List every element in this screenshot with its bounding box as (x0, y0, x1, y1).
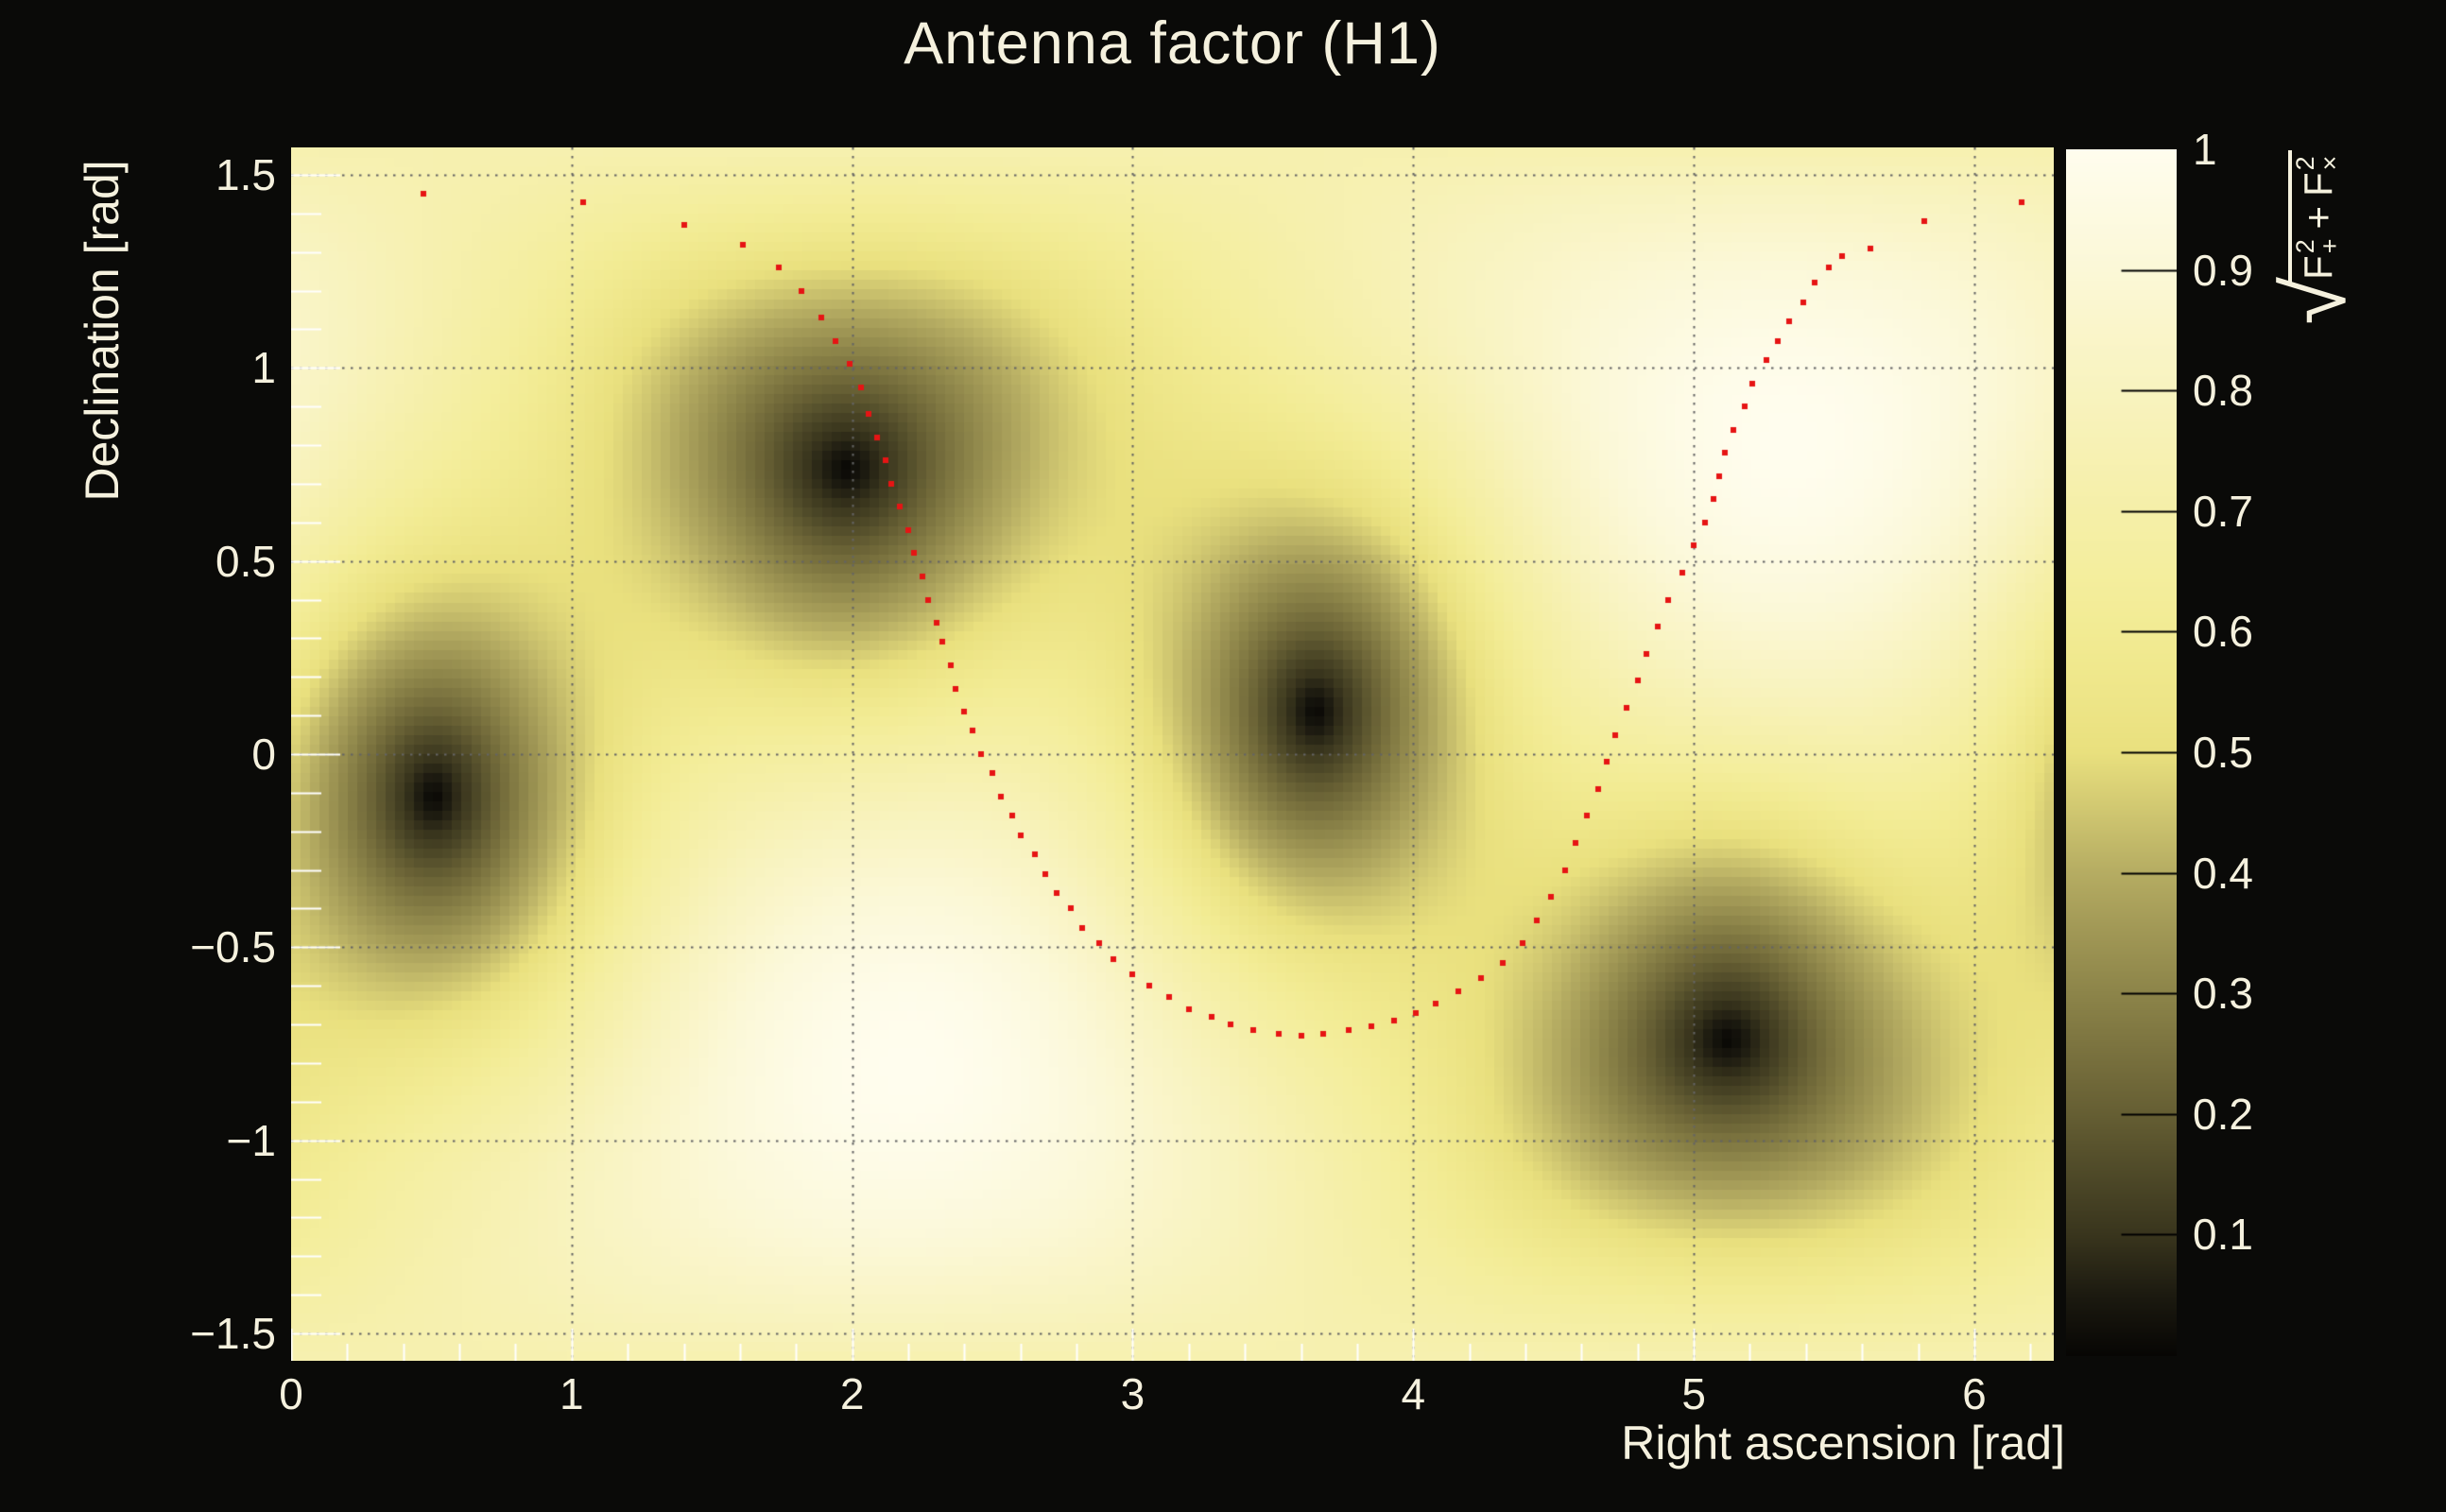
colorbar-tick-label-0.7: 0.7 (2193, 486, 2253, 536)
x-tick-label-1: 1 (560, 1369, 584, 1418)
colorbar-tick-label-0.5: 0.5 (2193, 728, 2253, 777)
formula-supsub: 2 + (2291, 238, 2344, 254)
colorbar-tick-label-0.6: 0.6 (2193, 607, 2253, 657)
y-tick-label-−1.5: −1.5 (190, 1309, 276, 1359)
x-axis-title: Right ascension [rad] (1621, 1417, 2065, 1469)
colorbar-axis-title: √ F 2 + + F 2 × (2266, 124, 2364, 351)
sqrt-radical-glyph: √ (2266, 276, 2364, 325)
x-tick-label-6: 6 (1962, 1369, 1987, 1418)
y-axis-title: Declination [rad] (76, 160, 129, 502)
colorbar-tick-label-0.8: 0.8 (2193, 366, 2253, 416)
y-tick-label-−0.5: −0.5 (190, 922, 276, 972)
plus-operator: + (2296, 205, 2340, 230)
y-tick-label-−1: −1 (226, 1115, 276, 1165)
colorbar-tick-label-1: 1 (2193, 125, 2217, 174)
formula-base: F (2296, 172, 2340, 197)
y-tick-label-0.5: 0.5 (215, 536, 276, 586)
x-tick-label-2: 2 (839, 1369, 865, 1418)
chart-title: Antenna factor (H1) (904, 10, 1441, 77)
y-tick-label-1: 1 (251, 343, 276, 393)
sqrt-radicand: F 2 + + F 2 × (2288, 149, 2344, 284)
x-tick-label-0: 0 (279, 1369, 303, 1418)
heatmap-plot-canvas (291, 147, 2054, 1361)
colorbar-tick-label-0.4: 0.4 (2193, 848, 2253, 898)
colorbar-tick-label-0.2: 0.2 (2193, 1089, 2253, 1139)
y-tick-label-0: 0 (251, 730, 276, 779)
x-tick-label-4: 4 (1401, 1369, 1426, 1418)
colorbar-tick-label-0.1: 0.1 (2193, 1210, 2253, 1260)
y-tick-label-1.5: 1.5 (215, 149, 276, 199)
x-tick-label-3: 3 (1120, 1369, 1145, 1418)
colorbar-tick-label-0.3: 0.3 (2193, 969, 2253, 1019)
colorbar-gradient-canvas (2066, 149, 2177, 1356)
x-tick-label-5: 5 (1681, 1369, 1706, 1418)
formula-base: F (2296, 255, 2340, 280)
colorbar-tick-label-0.9: 0.9 (2193, 245, 2253, 295)
formula-supsub: 2 × (2291, 155, 2344, 171)
